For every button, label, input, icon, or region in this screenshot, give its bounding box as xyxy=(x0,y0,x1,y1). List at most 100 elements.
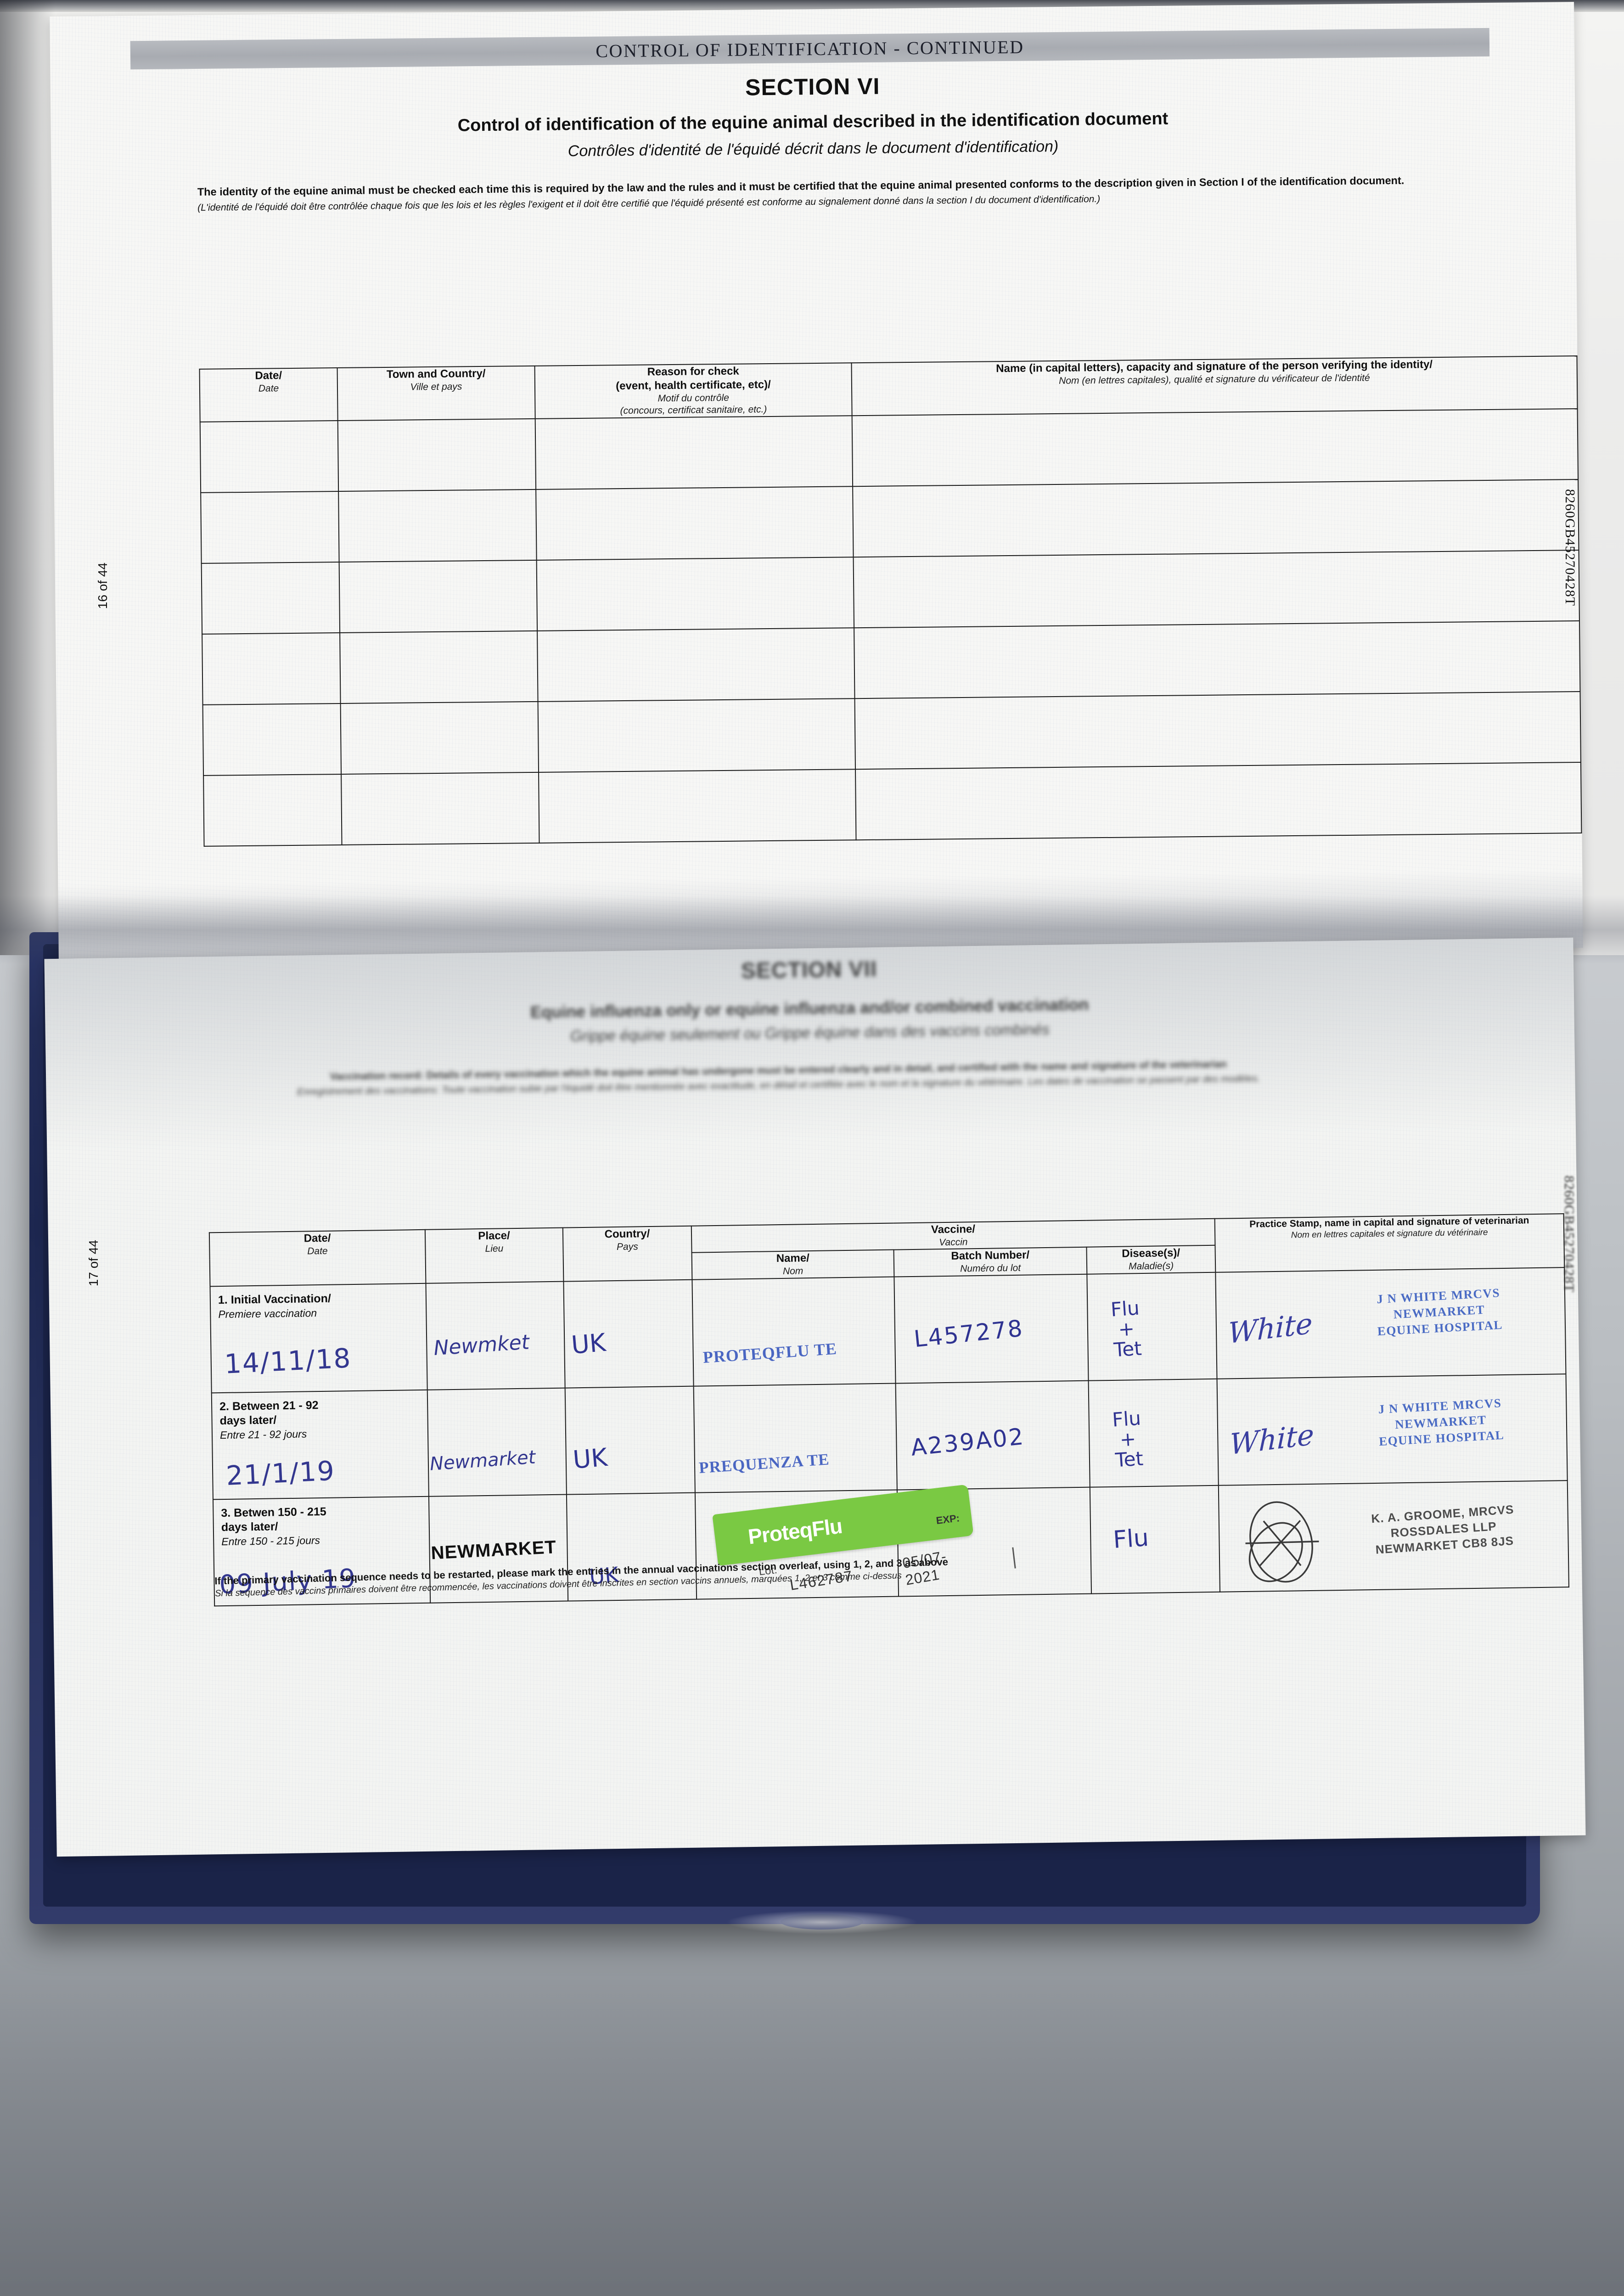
row3-label-fr: Entre 150 - 215 jours xyxy=(221,1534,320,1548)
cell-row2-vet[interactable]: White J N WHITE MRCVS NEWMARKET EQUINE H… xyxy=(1217,1373,1568,1486)
row3-label-en2: days later/ xyxy=(221,1519,278,1534)
col-country-en: Country/ xyxy=(604,1227,650,1241)
row1-label-en: 1. Initial Vaccination/ xyxy=(218,1292,332,1306)
row1-disease-1: Flu xyxy=(1110,1296,1141,1321)
col-disease-fr: Maladie(s) xyxy=(1128,1261,1174,1272)
cell-town[interactable] xyxy=(341,772,539,845)
cell-town[interactable] xyxy=(340,701,539,774)
table-row[interactable]: 3. Betwen 150 - 215 days later/ Entre 15… xyxy=(213,1480,1569,1606)
cell-verifier[interactable] xyxy=(854,691,1581,769)
table-row[interactable]: 1. Initial Vaccination/ Premiere vaccina… xyxy=(210,1267,1566,1393)
row1-place-value: Newmket xyxy=(433,1330,530,1360)
row3-disease-1: Flu xyxy=(1112,1524,1150,1554)
row1-batch-value: L457278 xyxy=(912,1314,1025,1352)
cell-date[interactable] xyxy=(201,491,339,563)
cell-row3-disease[interactable]: Flu xyxy=(1090,1485,1220,1594)
row2-place-value: Newmarket xyxy=(429,1446,536,1475)
row1-country-value: UK xyxy=(570,1328,607,1360)
sticker-logo: ProteqFlu xyxy=(747,1513,843,1549)
col-town-en: Town and Country/ xyxy=(386,367,486,381)
cell-row3-vet[interactable]: K. A. GROOME, MRCVS ROSSDALES LLP NEWMAR… xyxy=(1218,1480,1569,1592)
cell-row1-place[interactable]: Newmket xyxy=(426,1281,565,1390)
cell-row1-country[interactable]: UK xyxy=(563,1279,694,1388)
col-disease: Disease(s)/ Maladie(s) xyxy=(1086,1245,1216,1274)
page-16-sheet: CONTROL OF IDENTIFICATION - CONTINUED SE… xyxy=(50,2,1583,962)
cell-verifier[interactable] xyxy=(854,620,1580,698)
col-place: Place/ Lieu xyxy=(425,1227,564,1283)
col-disease-en: Disease(s)/ xyxy=(1122,1247,1180,1260)
table-row[interactable] xyxy=(201,479,1579,563)
row2-date-value: 21/1/19 xyxy=(225,1455,336,1491)
col-country-fr: Pays xyxy=(616,1241,638,1252)
cell-verifier[interactable] xyxy=(853,550,1579,628)
vaccination-record-table: Date/ Date Place/ Lieu Country/ Pays Vac… xyxy=(209,1213,1569,1606)
cell-row1-batch[interactable]: L457278 xyxy=(894,1274,1089,1384)
row3-place-value: NEWMARKET xyxy=(430,1536,557,1563)
section-vi-intro: The identity of the equine animal must b… xyxy=(197,172,1570,214)
row2-label: 2. Between 21 - 92 days later/ Entre 21 … xyxy=(212,1390,427,1442)
identification-control-rows xyxy=(200,408,1582,846)
page-marker-17: 17 of 44 xyxy=(86,1240,101,1287)
table-row[interactable] xyxy=(201,550,1579,634)
cell-verifier[interactable] xyxy=(855,762,1582,840)
row2-label-fr: Entre 21 - 92 jours xyxy=(219,1427,307,1441)
col-batch-number: Batch Number/ Numéro du lot xyxy=(893,1247,1087,1277)
row1-disease-3: Tet xyxy=(1113,1337,1143,1362)
row3-label: 3. Betwen 150 - 215 days later/ Entre 15… xyxy=(214,1497,429,1549)
row2-disease-2: + xyxy=(1119,1427,1137,1451)
page-banner: CONTROL OF IDENTIFICATION - CONTINUED xyxy=(130,28,1490,70)
row1-date-value: 14/11/18 xyxy=(224,1342,352,1380)
row2-batch-value: A239A02 xyxy=(910,1423,1026,1461)
cell-reason[interactable] xyxy=(537,627,855,702)
cell-date[interactable] xyxy=(201,562,340,634)
cell-row2-vaccine-name[interactable]: PREQUENZA TE xyxy=(693,1383,897,1493)
cell-row2-place[interactable]: Newmarket xyxy=(427,1388,567,1497)
section-vi-label: SECTION VI xyxy=(745,73,880,101)
section-vi-heading-en: Control of identification of the equine … xyxy=(457,109,1169,135)
section-vii-intro: Vaccination record: Details of every vac… xyxy=(51,1053,1506,1102)
table-row[interactable] xyxy=(203,762,1582,846)
row2-label-en2: days later/ xyxy=(219,1413,277,1427)
col-town-fr: Ville et pays xyxy=(410,381,462,393)
left-edge-shadow xyxy=(0,0,55,955)
cell-verifier[interactable] xyxy=(852,408,1579,486)
cell-reason[interactable] xyxy=(538,698,856,772)
row2-practice-stamp: J N WHITE MRCVS NEWMARKET EQUINE HOSPITA… xyxy=(1332,1392,1550,1452)
cell-date[interactable] xyxy=(203,774,342,846)
cell-town[interactable] xyxy=(337,418,536,491)
col-date-fr: Date xyxy=(307,1245,328,1257)
sticker-product-name: ProteqFlu xyxy=(747,1514,843,1549)
cell-row2-date[interactable]: 2. Between 21 - 92 days later/ Entre 21 … xyxy=(211,1390,429,1499)
cell-reason[interactable] xyxy=(539,769,856,843)
col-place-fr: Lieu xyxy=(485,1243,504,1254)
cell-row2-batch[interactable]: A239A02 xyxy=(895,1380,1090,1490)
cell-town[interactable] xyxy=(339,560,538,633)
cell-date[interactable] xyxy=(202,632,341,705)
row2-disease-3: Tet xyxy=(1114,1447,1144,1472)
cell-town[interactable] xyxy=(340,630,538,703)
page-marker-16: 16 of 44 xyxy=(96,563,110,609)
cell-date[interactable] xyxy=(200,420,339,493)
cell-row1-disease[interactable]: Flu + Tet xyxy=(1087,1272,1217,1381)
cell-reason[interactable] xyxy=(536,557,854,631)
cell-reason[interactable] xyxy=(536,486,854,560)
cell-row1-vaccine-name[interactable]: PROTEQFLU TE xyxy=(692,1277,896,1386)
row1-label: 1. Initial Vaccination/ Premiere vaccina… xyxy=(211,1283,426,1322)
document-number-17: 8260GB45270428T xyxy=(1562,1176,1577,1293)
cell-row1-date[interactable]: 1. Initial Vaccination/ Premiere vaccina… xyxy=(210,1283,427,1393)
col-date-fr: Date xyxy=(258,383,279,394)
cell-town[interactable] xyxy=(338,489,537,562)
col-country: Country/ Pays xyxy=(562,1226,692,1282)
cell-row2-disease[interactable]: Flu + Tet xyxy=(1088,1379,1219,1487)
cell-verifier[interactable] xyxy=(853,479,1579,557)
row1-label-fr: Premiere vaccination xyxy=(218,1306,317,1320)
cell-date[interactable] xyxy=(202,703,342,776)
cell-reason[interactable] xyxy=(535,415,853,490)
cell-row2-country[interactable]: UK xyxy=(565,1386,695,1495)
table-row[interactable]: 2. Between 21 - 92 days later/ Entre 21 … xyxy=(211,1373,1568,1499)
table-row[interactable] xyxy=(202,620,1580,705)
table-row[interactable] xyxy=(202,691,1581,776)
cell-row1-vet[interactable]: White J N WHITE MRCVS NEWMARKET EQUINE H… xyxy=(1215,1267,1566,1379)
table-row[interactable] xyxy=(200,408,1579,493)
